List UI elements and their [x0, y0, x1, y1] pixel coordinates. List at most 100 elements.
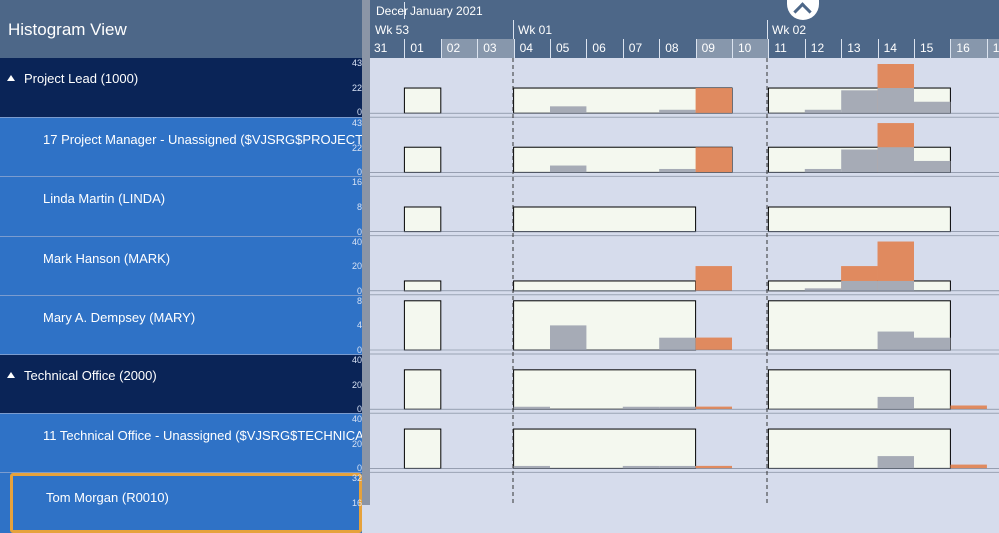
allocation-bar	[550, 165, 587, 173]
allocation-bar	[659, 109, 696, 114]
axis-tick-label: 20	[351, 379, 362, 390]
allocation-bar	[804, 288, 842, 291]
allocation-bar	[659, 406, 696, 410]
allocation-bar	[622, 465, 660, 469]
histogram-area: Decer January 2021 Wk 53 Wk 01 Wk 02 31 0…	[370, 0, 999, 505]
collapse-triangle-icon[interactable]	[7, 372, 15, 378]
availability-block	[767, 369, 951, 410]
histogram-chart	[370, 58, 999, 505]
axis-tick-label: 8	[356, 201, 362, 212]
allocation-bar	[622, 406, 660, 410]
resource-row-body[interactable]: Tom Morgan (R0010)	[10, 473, 362, 533]
overallocation-bar	[695, 266, 732, 291]
overallocation-bar	[695, 147, 732, 173]
tree-group-row[interactable]: Technical Office (2000) 40 20 0	[0, 354, 362, 415]
week-label-53: Wk 53	[375, 23, 410, 37]
panel-splitter[interactable]	[362, 0, 370, 505]
row-label: Linda Martin (LINDA)	[43, 191, 166, 207]
row-label: Mary A. Dempsey (MARY)	[43, 309, 196, 325]
availability-block	[403, 87, 442, 114]
month-prev-label: Decer	[376, 4, 409, 18]
axis-tick-label: 16	[351, 177, 362, 188]
resource-row-body[interactable]: Linda Martin (LINDA)	[10, 177, 362, 237]
day-header-13: 13	[841, 39, 877, 58]
timeline-header: Decer January 2021 Wk 53 Wk 01 Wk 02 31 0…	[370, 0, 999, 58]
day-header-06: 06	[586, 39, 622, 58]
tree-resource-row[interactable]: Tom Morgan (R0010) 32 16	[0, 472, 362, 533]
overallocation-bar	[695, 406, 732, 410]
axis-tick-label: 20	[351, 261, 362, 272]
tree-resource-row[interactable]: Linda Martin (LINDA) 16 8 0	[0, 176, 362, 237]
scroll-up-button[interactable]	[787, 0, 819, 21]
week-label-01: Wk 01	[518, 23, 553, 37]
collapse-triangle-icon[interactable]	[7, 75, 15, 81]
day-header-15: 15	[914, 39, 950, 58]
resource-tree-panel: Histogram View Project Lead (1000) 43 22 0 1…	[0, 0, 362, 533]
day-header-31: 31	[370, 39, 404, 58]
axis-tick-label: 22	[351, 82, 362, 93]
overallocation-bar	[695, 88, 732, 114]
tree-resource-row[interactable]: Mary A. Dempsey (MARY) 8 4 0	[0, 294, 362, 355]
availability-block	[403, 206, 442, 233]
availability-block	[403, 280, 442, 292]
resource-row-body[interactable]: 11 Technical Office - Unassigned ($VJSRG…	[10, 414, 362, 474]
week-label-02: Wk 02	[772, 23, 807, 37]
availability-block	[513, 428, 697, 469]
tree-resource-row[interactable]: 11 Technical Office - Unassigned ($VJSRG…	[0, 413, 362, 474]
allocation-bar	[841, 149, 878, 173]
allocation-bar	[877, 88, 914, 114]
month-label: January 2021	[410, 4, 483, 18]
axis-tick-label: 16	[351, 497, 362, 508]
allocation-bar	[914, 101, 951, 114]
axis-tick-label: 4	[356, 320, 362, 331]
allocation-bar	[550, 106, 587, 114]
availability-block	[513, 206, 697, 233]
allocation-bar	[659, 465, 696, 469]
axis-tick-label: 0	[356, 344, 362, 355]
resource-row-body[interactable]: 17 Project Manager - Unassigned ($VJSRG$…	[10, 118, 362, 178]
allocation-bar	[877, 147, 914, 173]
day-header-01: 01	[404, 39, 440, 58]
day-header-05: 05	[550, 39, 586, 58]
allocation-bar	[804, 109, 842, 114]
axis-tick-label: 40	[351, 236, 362, 247]
resource-row-body[interactable]: Mary A. Dempsey (MARY)	[10, 295, 362, 355]
axis-tick-label: 32	[351, 473, 362, 484]
availability-block	[403, 428, 442, 469]
axis-tick-label: 22	[351, 142, 362, 153]
axis-tick-label: 8	[356, 295, 362, 306]
day-header-17: 17	[986, 39, 999, 58]
row-label: 17 Project Manager - Unassigned ($VJSRG$…	[43, 132, 362, 148]
day-header-16: 16	[950, 39, 987, 58]
allocation-bar	[550, 325, 587, 350]
allocation-bar	[804, 168, 842, 173]
resource-row-body[interactable]: Mark Hanson (MARK)	[10, 236, 362, 296]
panel-header: Histogram View	[0, 0, 362, 58]
allocation-bar	[877, 280, 914, 291]
day-header-07: 07	[622, 39, 659, 58]
allocation-bar	[841, 280, 878, 291]
axis-tick-label: 0	[356, 285, 362, 296]
axis-tick-label: 40	[351, 355, 362, 365]
allocation-bar	[513, 465, 550, 469]
axis-tick-label: 40	[351, 414, 362, 425]
row-label: 11 Technical Office - Unassigned ($VJSRG…	[43, 428, 362, 444]
availability-block	[513, 369, 697, 410]
axis-tick-label: 0	[356, 107, 362, 118]
allocation-bar	[659, 337, 696, 350]
axis-tick-label: 43	[351, 118, 362, 129]
tree-group-row[interactable]: Project Lead (1000) 43 22 0	[0, 58, 362, 118]
allocation-bar	[877, 456, 914, 469]
day-header-08: 08	[659, 39, 695, 58]
axis-tick-label: 43	[351, 58, 362, 68]
axis-tick-label: 0	[356, 167, 362, 178]
availability-block	[513, 280, 697, 292]
tree-resource-row[interactable]: 17 Project Manager - Unassigned ($VJSRG$…	[0, 117, 362, 178]
allocation-bar	[914, 160, 951, 173]
allocation-bar	[877, 331, 914, 350]
allocation-bar	[877, 396, 914, 410]
day-header-09: 09	[695, 39, 732, 58]
allocation-bar	[659, 168, 696, 173]
tree-resource-row[interactable]: Mark Hanson (MARK) 40 20 0	[0, 235, 362, 296]
availability-block	[767, 428, 951, 469]
